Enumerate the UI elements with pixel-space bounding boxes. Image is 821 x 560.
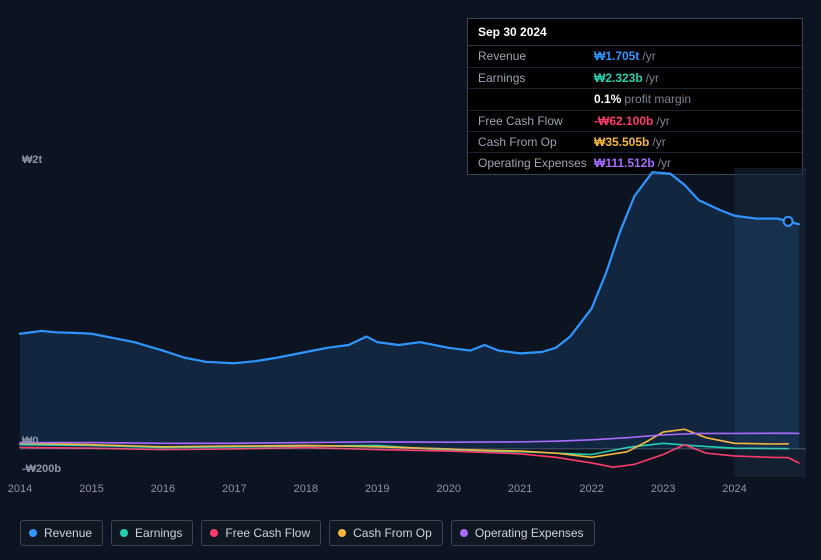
tooltip-metric-value: ₩35.505b (594, 135, 649, 149)
tooltip-metric-suffix: /yr (652, 135, 665, 149)
tooltip-row: Revenue₩1.705t/yr (468, 46, 802, 67)
tooltip-row: Free Cash Flow-₩62.100b/yr (468, 111, 802, 132)
financials-chart[interactable]: ₩2t₩0-₩200b20142015201620172018201920202… (16, 158, 806, 503)
legend-label: Cash From Op (353, 526, 432, 540)
legend-dot-icon (120, 529, 128, 537)
tooltip-metric-value: 0.1% (594, 92, 621, 106)
x-axis-tick: 2021 (508, 483, 532, 495)
tooltip-metric-label: Free Cash Flow (478, 114, 594, 128)
tooltip-metric-value: ₩1.705t (594, 49, 639, 63)
legend-dot-icon (29, 529, 37, 537)
y-axis-tick: ₩2t (22, 154, 42, 166)
tooltip-metric-value: ₩2.323b (594, 71, 643, 85)
x-axis-tick: 2023 (651, 483, 675, 495)
legend-label: Earnings (135, 526, 182, 540)
legend-item-free-cash-flow[interactable]: Free Cash Flow (201, 520, 321, 546)
tooltip-date: Sep 30 2024 (468, 19, 802, 46)
legend-label: Revenue (44, 526, 92, 540)
tooltip-metric-suffix: profit margin (624, 92, 691, 106)
x-axis-tick: 2020 (436, 483, 460, 495)
tooltip-metric-suffix: /yr (646, 71, 659, 85)
x-axis-tick: 2016 (151, 483, 175, 495)
tooltip-metric-suffix: /yr (642, 49, 655, 63)
y-axis-tick: ₩0 (22, 435, 39, 447)
tooltip-metric-label: Earnings (478, 71, 594, 85)
tooltip-metric-label: Cash From Op (478, 135, 594, 149)
chart-legend: Revenue Earnings Free Cash Flow Cash From O… (20, 520, 595, 546)
tooltip-row: Earnings₩2.323b/yr (468, 68, 802, 89)
x-axis-tick: 2015 (79, 483, 103, 495)
y-axis-tick: -₩200b (22, 463, 61, 475)
x-axis-tick: 2014 (8, 483, 32, 495)
x-axis-tick: 2018 (294, 483, 318, 495)
x-axis-tick: 2024 (722, 483, 746, 495)
legend-item-revenue[interactable]: Revenue (20, 520, 103, 546)
tooltip-metric-suffix: /yr (656, 114, 669, 128)
legend-label: Free Cash Flow (225, 526, 310, 540)
legend-item-earnings[interactable]: Earnings (111, 520, 193, 546)
tooltip-row: Cash From Op₩35.505b/yr (468, 132, 802, 153)
legend-label: Operating Expenses (475, 526, 584, 540)
tooltip-metric-label (478, 92, 594, 106)
legend-item-operating-expenses[interactable]: Operating Expenses (451, 520, 595, 546)
x-axis-tick: 2017 (222, 483, 246, 495)
chart-tooltip: Sep 30 2024 Revenue₩1.705t/yrEarnings₩2.… (467, 18, 803, 175)
legend-dot-icon (460, 529, 468, 537)
tooltip-metric-value: -₩62.100b (594, 114, 653, 128)
legend-dot-icon (210, 529, 218, 537)
tooltip-row: 0.1%profit margin (468, 89, 802, 110)
x-axis-tick: 2022 (579, 483, 603, 495)
legend-dot-icon (338, 529, 346, 537)
tooltip-metric-label: Revenue (478, 49, 594, 63)
legend-item-cash-from-op[interactable]: Cash From Op (329, 520, 443, 546)
x-axis-tick: 2019 (365, 483, 389, 495)
